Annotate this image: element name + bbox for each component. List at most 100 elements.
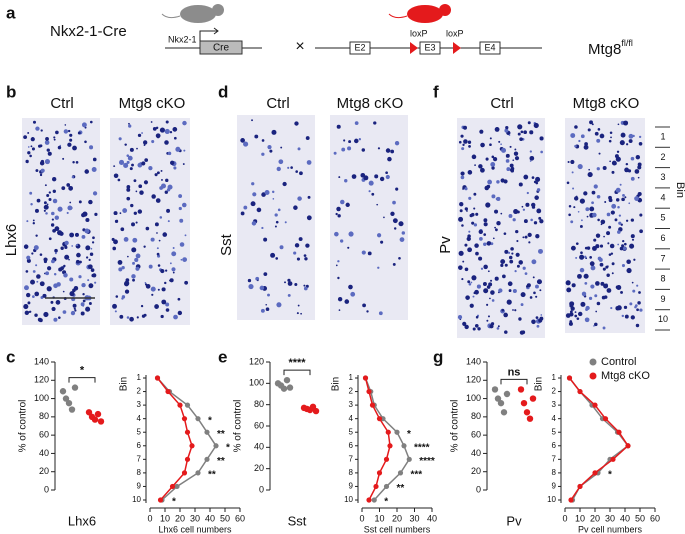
stained-cell bbox=[608, 198, 613, 203]
stained-cell bbox=[133, 179, 137, 183]
stained-cell bbox=[126, 185, 131, 189]
stained-cell bbox=[474, 164, 476, 166]
stained-cell bbox=[539, 219, 544, 224]
stained-cell bbox=[264, 190, 270, 195]
significance-label: **** bbox=[419, 456, 435, 467]
stained-cell bbox=[606, 288, 612, 293]
stained-cell bbox=[472, 295, 475, 298]
data-point bbox=[369, 402, 376, 408]
y-tick-label: 9 bbox=[349, 482, 354, 491]
legend-marker bbox=[589, 358, 597, 366]
stained-cell bbox=[90, 247, 93, 250]
stained-cell bbox=[494, 276, 499, 281]
stained-cell bbox=[337, 214, 341, 218]
stained-cell bbox=[589, 256, 592, 259]
stained-cell bbox=[135, 221, 138, 224]
y-tick-label: 120 bbox=[34, 375, 49, 385]
data-point bbox=[213, 443, 219, 449]
stained-cell bbox=[94, 212, 98, 216]
stained-cell bbox=[568, 213, 571, 217]
x-tick-label: 50 bbox=[635, 513, 645, 523]
stained-cell bbox=[294, 243, 300, 248]
stained-cell bbox=[27, 151, 31, 155]
stained-cell bbox=[483, 288, 489, 294]
stained-cell bbox=[637, 165, 642, 170]
stained-cell bbox=[47, 266, 52, 271]
stained-cell bbox=[484, 185, 489, 191]
stained-cell bbox=[24, 310, 29, 315]
stained-cell bbox=[483, 242, 487, 246]
stained-cell bbox=[184, 280, 189, 285]
stained-cell bbox=[278, 159, 284, 165]
panel-letter: a bbox=[6, 3, 16, 22]
stained-cell bbox=[523, 219, 528, 224]
data-point bbox=[154, 375, 161, 381]
stained-cell bbox=[265, 307, 270, 311]
data-point bbox=[283, 376, 291, 384]
stained-cell bbox=[463, 125, 467, 130]
stained-cell bbox=[494, 209, 499, 214]
stained-cell bbox=[524, 235, 528, 239]
stained-cell bbox=[114, 310, 117, 313]
stained-cell bbox=[40, 296, 44, 300]
y-tick-label: 80 bbox=[39, 411, 49, 421]
exon-label: E2 bbox=[354, 42, 365, 52]
stained-cell bbox=[182, 257, 188, 262]
stained-cell bbox=[638, 291, 641, 294]
stained-cell bbox=[636, 284, 639, 287]
stained-cell bbox=[628, 133, 634, 139]
series-line bbox=[568, 377, 629, 501]
stained-cell bbox=[347, 246, 350, 249]
stained-cell bbox=[475, 212, 479, 216]
mouse-icon bbox=[439, 4, 451, 16]
condition-label: Mtg8 cKO bbox=[573, 95, 640, 112]
x-tick-label: 40 bbox=[205, 513, 215, 523]
data-point bbox=[91, 416, 99, 423]
stained-cell bbox=[347, 146, 352, 151]
stained-cell bbox=[243, 141, 249, 147]
stained-cell bbox=[165, 308, 170, 312]
stained-cell bbox=[296, 312, 299, 315]
stained-cell bbox=[494, 226, 496, 229]
significance-bracket bbox=[283, 369, 311, 376]
stained-cell bbox=[535, 234, 540, 239]
stained-cell bbox=[597, 218, 600, 222]
stained-cell bbox=[48, 197, 52, 201]
stained-cell bbox=[162, 232, 168, 237]
stained-cell bbox=[624, 196, 627, 199]
y-tick-label: 140 bbox=[34, 356, 49, 366]
stained-cell bbox=[48, 191, 51, 194]
stained-cell bbox=[91, 167, 97, 172]
stained-cell bbox=[398, 221, 404, 227]
stained-cell bbox=[270, 252, 276, 258]
stained-cell bbox=[338, 176, 341, 179]
stained-cell bbox=[240, 211, 245, 216]
stained-cell bbox=[526, 191, 529, 195]
stained-cell bbox=[611, 272, 614, 275]
stained-cell bbox=[631, 281, 634, 284]
stained-cell bbox=[159, 216, 163, 219]
data-point bbox=[497, 399, 505, 407]
stained-cell bbox=[179, 218, 184, 223]
image-labels: Ctrl Mtg8 cKO Ctrl Mtg8 cKO Ctrl Mtg8 cK… bbox=[3, 95, 639, 256]
stained-cell bbox=[154, 304, 159, 309]
significance-label: **** bbox=[288, 357, 306, 369]
stained-cell bbox=[577, 163, 583, 170]
stained-cell bbox=[43, 209, 46, 212]
panel-letter: d bbox=[218, 82, 228, 101]
y-tick-label: 6 bbox=[137, 441, 142, 450]
stained-cell bbox=[516, 239, 519, 243]
stained-cell bbox=[305, 243, 310, 248]
stained-cell bbox=[457, 315, 463, 320]
panel-letters: a b c d e f g bbox=[6, 3, 443, 366]
significance-label: **** bbox=[414, 442, 430, 453]
stained-cell bbox=[461, 278, 464, 281]
stained-cell bbox=[26, 292, 31, 298]
stained-cell bbox=[32, 120, 37, 124]
stained-cell bbox=[161, 178, 163, 181]
allele-name: Mtg8 bbox=[588, 41, 621, 58]
stained-cell bbox=[64, 245, 68, 249]
stained-cell bbox=[84, 140, 87, 144]
stained-cell bbox=[56, 282, 61, 287]
stained-cell bbox=[81, 282, 86, 288]
